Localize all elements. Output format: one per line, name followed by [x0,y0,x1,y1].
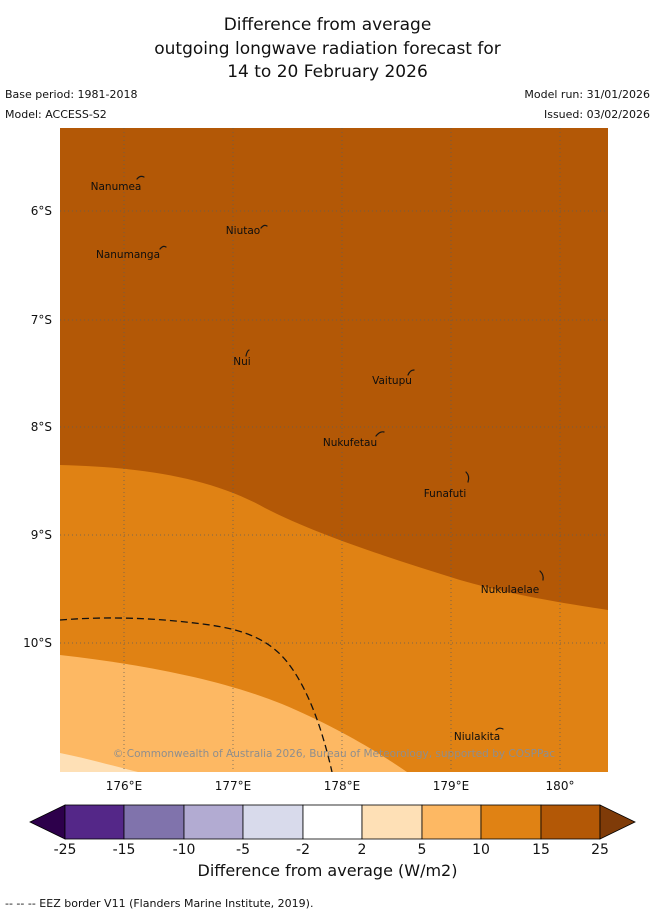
xtick-176e: 176°E [105,779,143,793]
colorbar-seg-8 [480,804,542,840]
colorbar-tick-neg10: -10 [172,842,196,858]
eez-border-legend: -- -- -- EEZ border V11 (Flanders Marine… [5,897,314,910]
colorbar-tick-15: 15 [532,842,550,858]
meta-left: Base period: 1981-2018 Model: ACCESS-S2 [5,85,137,125]
colorbar-seg-7 [421,804,482,840]
colorbar-seg-1 [64,804,125,840]
island-mark-nanumea [136,175,145,180]
model-run-label: Model run: 31/01/2026 [524,88,650,101]
colorbar [29,804,636,840]
xtick-180: 180° [545,779,575,793]
island-label-niulakita: Niulakita [453,731,501,743]
colorbar-tick-neg15: -15 [112,842,136,858]
colorbar-title: Difference from average (W/m2) [197,861,458,880]
xtick-177e: 177°E [214,779,252,793]
xtick-178e: 178°E [323,779,361,793]
ytick-9s: 9°S [30,528,52,542]
colorbar-seg-4 [242,804,304,840]
island-label-nukulaelae: Nukulaelae [480,584,540,596]
island-marks [136,175,544,731]
colorbar-tick-2: 2 [357,842,367,858]
graticule-gridlines [60,128,608,772]
map-zone-2-5 [60,753,138,772]
island-mark-nui [245,349,250,357]
island-mark-niulakita [495,727,504,731]
base-period-label: Base period: 1981-2018 [5,88,138,101]
island-mark-vaitupu [407,369,415,376]
xtick-179e: 179°E [432,779,470,793]
island-mark-funafuti [465,471,470,483]
island-label-funafuti: Funafuti [423,488,467,500]
island-mark-niutao [260,224,268,229]
issued-label: Issued: 03/02/2026 [543,108,650,121]
ytick-8s: 8°S [30,420,52,434]
figure-title: Difference from average outgoing longwav… [0,14,655,85]
island-label-nanumanga: Nanumanga [95,249,161,261]
island-mark-nukufetau [375,431,385,437]
colorbar-seg-3 [183,804,244,840]
colorbar-tick-25: 25 [591,842,609,858]
island-mark-nanumanga [159,245,167,250]
colorbar-seg-6 [361,804,423,840]
colorbar-arrow-right [599,804,636,840]
ytick-6s: 6°S [30,204,52,218]
colorbar-seg-5 [302,804,363,840]
title-line-1: Difference from average [223,15,432,35]
island-label-vaitupu: Vaitupu [372,375,412,387]
title-line-3: 14 to 20 February 2026 [227,62,428,82]
island-label-nanumea: Nanumea [90,181,142,193]
colorbar-tick-neg5: -5 [236,842,250,858]
ytick-7s: 7°S [30,313,52,327]
island-label-niutao: Niutao [225,225,261,237]
island-label-nui: Nui [233,356,251,368]
map-canvas [60,128,608,772]
eez-border-line [60,617,333,772]
colorbar-seg-9 [540,804,601,840]
colorbar-arrow-left [29,804,66,840]
island-mark-nukulaelae [539,570,544,581]
model-label: Model: ACCESS-S2 [5,108,107,121]
map-area: Nanumea Niutao Nanumanga Nui Vaitupu Nuk… [60,128,608,772]
copyright-notice: © Commonwealth of Australia 2026, Bureau… [112,748,556,760]
title-line-2: outgoing longwave radiation forecast for [154,38,501,59]
colorbar-tick-10: 10 [472,842,490,858]
colorbar-seg-2 [123,804,185,840]
colorbar-tick-5: 5 [417,842,427,858]
colorbar-tick-neg2: -2 [296,842,310,858]
ytick-10s: 10°S [23,636,52,650]
colorbar-tick-neg25: -25 [53,842,77,858]
island-label-nukufetau: Nukufetau [322,437,378,449]
map-zone-5-10 [60,655,407,772]
meta-right: Model run: 31/01/2026 Issued: 03/02/2026 [524,85,650,125]
